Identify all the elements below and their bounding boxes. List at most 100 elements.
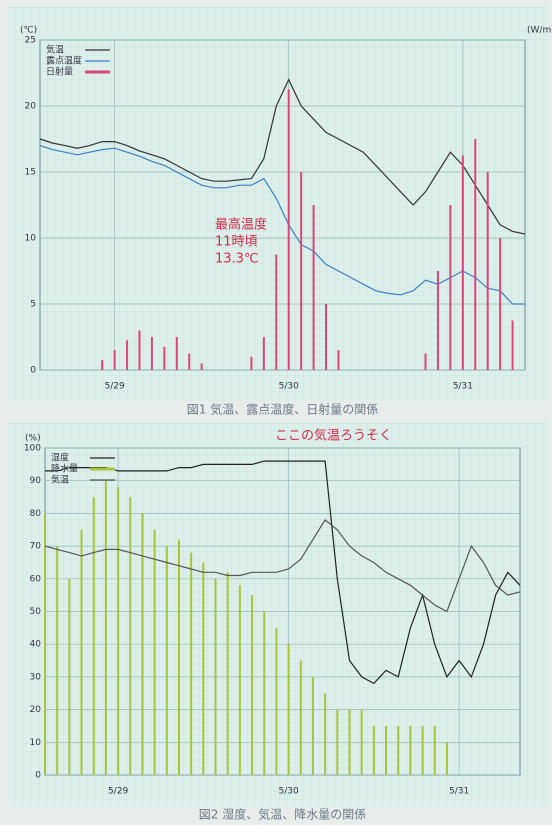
bar [202, 562, 204, 775]
y2-axis-label: (W/m²) [527, 26, 552, 36]
photo: 0510152025(℃)(W/m²)5/295/305/31気温露点温度日射量… [0, 0, 552, 825]
y-tick-label: 30 [30, 672, 42, 682]
bar [250, 357, 252, 370]
legend-label: 湿度 [51, 452, 69, 464]
x-tick-label: 5/29 [108, 787, 128, 797]
bar [201, 363, 203, 370]
bar [373, 726, 375, 775]
y-tick-label: 0 [35, 771, 41, 781]
bar [449, 205, 451, 370]
bar [93, 497, 95, 775]
y-tick-label: 20 [25, 102, 37, 112]
bar [409, 726, 411, 775]
bar [129, 497, 131, 775]
bar [141, 513, 143, 775]
y-tick-label: 50 [30, 607, 42, 617]
bar [446, 742, 448, 775]
bar [462, 156, 464, 371]
bar [275, 628, 277, 775]
y-tick-label: 100 [24, 444, 41, 454]
bar [437, 271, 439, 370]
bar [300, 661, 302, 775]
x-tick-label: 5/31 [449, 787, 469, 797]
x-tick-label: 5/29 [105, 382, 125, 392]
paper-grid [8, 422, 548, 807]
y-tick-label: 40 [30, 640, 42, 650]
bar [337, 350, 339, 370]
legend-label: 露点温度 [46, 55, 82, 67]
bar [215, 579, 217, 775]
x-tick-label: 5/30 [279, 382, 299, 392]
bar [114, 350, 116, 370]
bar [105, 481, 107, 775]
bar [138, 330, 140, 370]
bar [313, 205, 315, 370]
legend-label: 気温 [46, 44, 64, 56]
paper-grid [8, 6, 548, 401]
annotation: 13.3℃ [215, 252, 259, 267]
bar [312, 677, 314, 775]
x-tick-label: 5/30 [278, 787, 298, 797]
y-tick-label: 25 [25, 36, 36, 46]
bar [487, 172, 489, 370]
bar [190, 553, 192, 775]
bar [117, 487, 119, 775]
bar [300, 172, 302, 370]
bar [288, 644, 290, 775]
chart-title: 図1 気温、露点温度、日射量の関係 [187, 402, 378, 417]
bar [288, 90, 290, 371]
annotation: ここの気温ろうそく [275, 428, 392, 444]
bar [251, 595, 253, 775]
bar [44, 513, 46, 775]
page: 0510152025(℃)(W/m²)5/295/305/31気温露点温度日射量… [0, 0, 552, 829]
bar [68, 579, 70, 775]
bar [166, 546, 168, 775]
y-tick-label: 5 [30, 300, 36, 310]
bar [422, 726, 424, 775]
bar [385, 726, 387, 775]
bar [239, 585, 241, 775]
legend-label: 日射量 [46, 66, 73, 78]
y-tick-label: 10 [30, 738, 42, 748]
bar [336, 710, 338, 775]
y-axis-label: (℃) [20, 26, 37, 36]
x-tick-label: 5/31 [453, 382, 473, 392]
bar [325, 304, 327, 370]
bar [56, 546, 58, 775]
chart-title: 図2 湿度、気温、降水量の関係 [199, 807, 366, 822]
bar [263, 612, 265, 776]
annotation: 11時頃 [215, 235, 258, 250]
y-axis-label: (%) [25, 434, 41, 444]
y-tick-label: 10 [25, 234, 37, 244]
y-tick-label: 70 [30, 542, 42, 552]
legend-label: 降水量 [51, 463, 78, 475]
bar [101, 360, 103, 370]
bar [512, 321, 514, 371]
bar [176, 337, 178, 370]
y-tick-label: 15 [25, 168, 36, 178]
bar [361, 710, 363, 775]
annotation: 最高温度 [215, 217, 267, 233]
bar [81, 530, 83, 775]
bar [425, 354, 427, 371]
y-tick-label: 80 [30, 509, 42, 519]
y-tick-label: 60 [30, 574, 42, 584]
bar [151, 337, 153, 370]
bar [397, 726, 399, 775]
bar [178, 540, 180, 775]
bar [163, 347, 165, 370]
y-tick-label: 20 [30, 705, 42, 715]
y-tick-label: 90 [30, 476, 42, 486]
bar [227, 572, 229, 775]
bar [188, 354, 190, 371]
y-tick-label: 0 [30, 366, 36, 376]
bar [499, 238, 501, 370]
bar [154, 530, 156, 775]
bar [348, 710, 350, 775]
legend-label: 気温 [51, 474, 69, 486]
bar [324, 693, 326, 775]
bar [126, 340, 128, 370]
bar [434, 726, 436, 775]
bar [474, 139, 476, 370]
bar [275, 255, 277, 371]
